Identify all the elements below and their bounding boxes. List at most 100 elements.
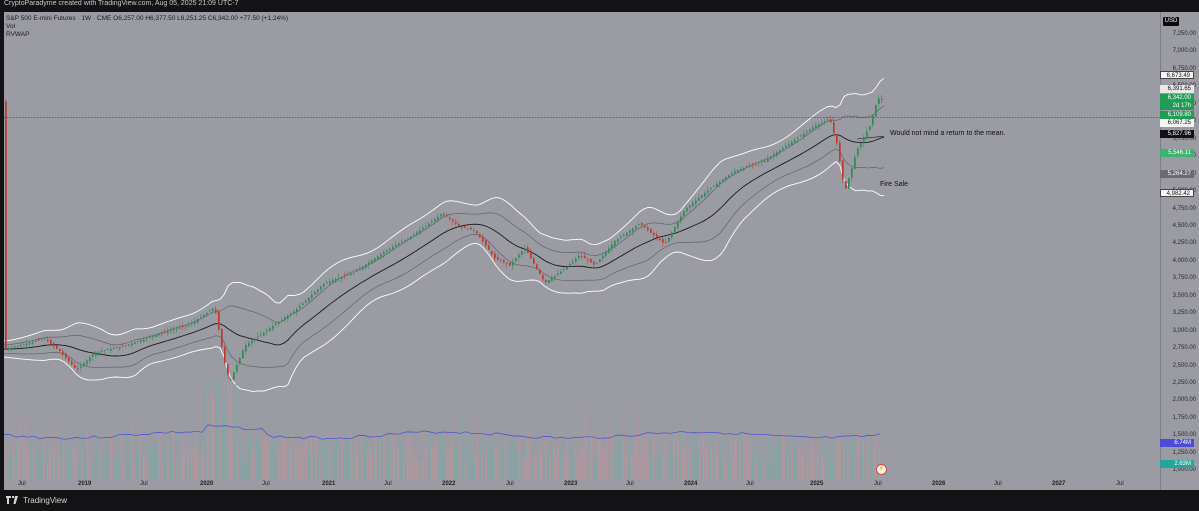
volume-bar (813, 446, 815, 480)
candle-body (713, 185, 715, 187)
candle-body (734, 171, 736, 174)
candle-body (344, 275, 346, 277)
volume-bar (229, 398, 231, 480)
candle-body (527, 247, 529, 254)
currency-button[interactable]: USD (1163, 17, 1179, 26)
candle-body (626, 232, 628, 236)
candle-body (485, 240, 487, 246)
volume-bar (199, 434, 201, 480)
volume-bar (235, 384, 237, 480)
candle-body (113, 348, 115, 349)
volume-bar (117, 449, 119, 480)
volume-bar (161, 460, 163, 480)
candle-body (68, 357, 70, 362)
volume-bar (723, 457, 725, 480)
candle-body (38, 339, 40, 341)
price-label: 6,750.00 (1172, 65, 1196, 72)
candle-body (350, 273, 352, 276)
candle-body (689, 205, 691, 208)
price-label: 3,000.00 (1172, 327, 1196, 334)
candle-body (506, 263, 508, 265)
price-chart-canvas[interactable] (4, 12, 1160, 490)
volume-bar (15, 448, 17, 480)
candle-body (875, 104, 877, 117)
candle-body (401, 241, 403, 243)
candle-body (215, 309, 217, 313)
volume-bar (737, 441, 739, 480)
chart-pane[interactable] (4, 12, 1160, 490)
candle-body (671, 232, 673, 238)
candle-body (779, 150, 781, 153)
candle-body (59, 348, 61, 352)
candle-body (800, 135, 802, 137)
candle-body (578, 255, 580, 258)
candle-body (335, 278, 337, 282)
lightning-icon[interactable]: ⚡ (876, 464, 887, 475)
volume-bar (829, 457, 831, 480)
volume-bar (175, 432, 177, 480)
volume-bar (847, 453, 849, 480)
rvwap-legend[interactable]: RVWAP (6, 31, 30, 38)
candle-body (173, 329, 175, 331)
vol-legend[interactable]: Vol (6, 23, 16, 30)
volume-bar (483, 453, 485, 480)
upper-band-1 (4, 105, 885, 346)
candle-body (440, 214, 442, 217)
candle-body (35, 340, 37, 342)
volume-bar (651, 453, 653, 480)
candle-body (863, 137, 865, 144)
time-axis[interactable]: Jul 2019 Jul 2020 Jul 2021 Jul 2022 Jul 2023 Jul 20… (4, 480, 1160, 490)
volume-bar (485, 452, 487, 480)
candle-body (245, 344, 247, 352)
time-label: Jul (384, 481, 392, 487)
symbol-legend[interactable]: S&P 500 E-mini Futures · 1W · CME O6,257… (6, 15, 289, 22)
tradingview-brand[interactable]: TradingView (6, 496, 67, 505)
volume-bar (93, 457, 95, 480)
volume-bar (445, 449, 447, 480)
candle-body (395, 244, 397, 247)
volume-bar (551, 435, 553, 480)
candle-body (125, 345, 127, 347)
volume-bar (19, 418, 21, 480)
candle-body (101, 350, 103, 352)
volume-bar (817, 441, 819, 480)
volume-bar (839, 441, 841, 480)
candle-body (539, 269, 541, 275)
price-label: 3,500.00 (1172, 292, 1196, 299)
volume-bar (757, 456, 759, 480)
volume-bar (863, 441, 865, 480)
volume-bar (407, 436, 409, 480)
candle-body (548, 279, 550, 283)
volume-bar (787, 459, 789, 480)
volume-bar (135, 454, 137, 480)
volume-bar (421, 458, 423, 480)
volume-bar (69, 444, 71, 480)
volume-bar (773, 448, 775, 480)
volume-bar (605, 448, 607, 480)
volume-bar (329, 444, 331, 480)
volume-bar (739, 443, 741, 480)
volume-bar (777, 444, 779, 480)
volume-bar (5, 442, 7, 480)
price-label: 1,500.00 (1172, 432, 1196, 439)
candle-body (728, 175, 730, 178)
volume-bar (671, 433, 673, 480)
candle-body (524, 247, 526, 251)
candle-body (662, 239, 664, 243)
volume-bar (365, 436, 367, 480)
volume-bar (869, 437, 871, 480)
candle-body (635, 226, 637, 229)
volume-bar (675, 454, 677, 480)
price-label: 7,000.00 (1172, 48, 1196, 55)
volume-bar (9, 456, 11, 480)
candle-body (797, 137, 799, 140)
volume-bar (479, 435, 481, 480)
candle-body (434, 218, 436, 222)
candle-body (368, 262, 370, 265)
candle-body (617, 238, 619, 242)
candle-body (119, 346, 121, 349)
volume-bar (81, 449, 83, 480)
candle-body (191, 323, 193, 325)
volume-bar (31, 450, 33, 480)
volume-bar (397, 448, 399, 480)
